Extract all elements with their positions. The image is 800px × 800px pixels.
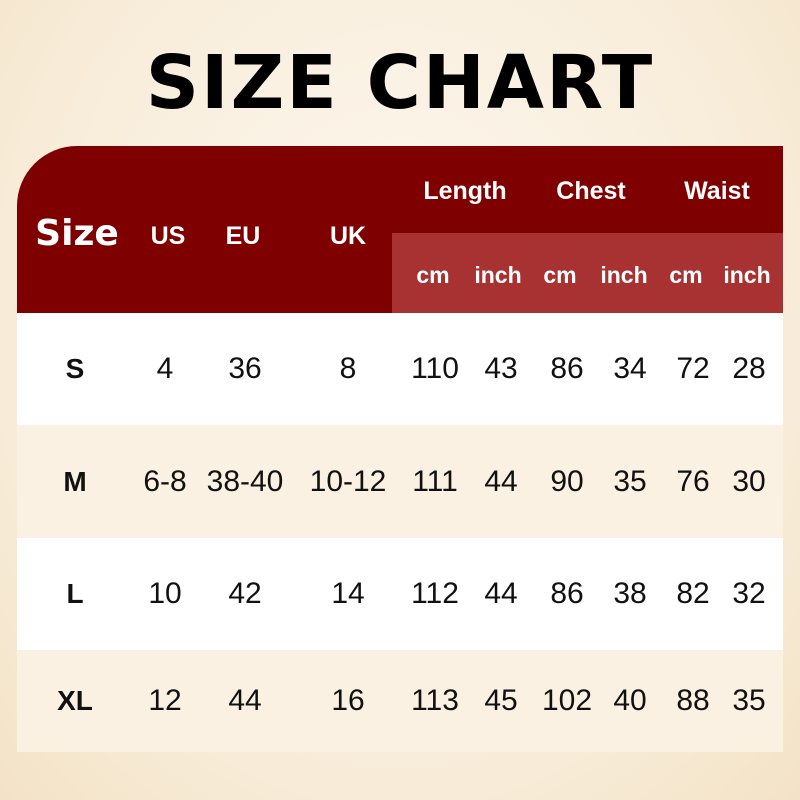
- table-cell: 30: [732, 464, 766, 498]
- unit-label: cm: [416, 262, 450, 288]
- table-cell: 43: [484, 352, 518, 385]
- table-cell: 35: [613, 464, 647, 498]
- size-label: S: [65, 353, 85, 384]
- table-cell: 10: [148, 577, 182, 610]
- page-title: SIZE CHART: [145, 40, 655, 126]
- table-cell: 8: [339, 352, 357, 385]
- table-cell: 113: [411, 684, 459, 717]
- header-size: Size: [35, 213, 119, 254]
- size-label: L: [66, 578, 84, 609]
- table-cell: 35: [732, 684, 766, 717]
- table-cell: 16: [331, 684, 365, 717]
- table-cell: 44: [484, 577, 518, 610]
- table-cell: 45: [484, 684, 518, 717]
- table-row: L 10 42 14 112 44 86 38 82 32: [17, 538, 783, 650]
- table-cell: 14: [331, 577, 365, 610]
- unit-label: cm: [669, 262, 703, 288]
- table-cell: 111: [412, 464, 458, 498]
- table-cell: 102: [541, 684, 593, 717]
- header-chest: Chest: [556, 177, 626, 205]
- table-cell: 44: [228, 684, 262, 717]
- table-cell: 34: [613, 352, 647, 385]
- table-cell: 76: [676, 464, 710, 498]
- unit-label: inch: [600, 262, 648, 288]
- table-cell: 86: [550, 577, 584, 610]
- header-uk: UK: [329, 222, 367, 250]
- table-cell: 36: [228, 352, 262, 385]
- size-label: M: [63, 465, 87, 497]
- table-cell: 32: [732, 577, 766, 610]
- table-cell: 10-12: [309, 464, 387, 498]
- unit-label: inch: [474, 262, 522, 288]
- unit-label: inch: [723, 262, 771, 288]
- table-cell: 38-40: [206, 464, 284, 498]
- table-cell: 28: [732, 352, 766, 385]
- table-cell: 40: [613, 684, 647, 717]
- table-row: S 4 36 8 110 43 86 34 72 28: [17, 313, 783, 425]
- unit-label: cm: [543, 262, 577, 288]
- table-cell: 86: [550, 352, 584, 385]
- table-cell: 72: [676, 352, 710, 385]
- header-us: US: [150, 222, 186, 250]
- header-eu: EU: [225, 222, 261, 250]
- unit-subheader: [392, 233, 783, 313]
- size-label: XL: [57, 685, 93, 716]
- table-cell: 90: [550, 464, 584, 498]
- table-cell: 4: [156, 352, 174, 385]
- table-cell: 12: [148, 684, 182, 717]
- table-row: XL 12 44 16 113 45 102 40 88 35: [17, 650, 783, 752]
- header-length: Length: [423, 177, 507, 205]
- table-cell: 88: [676, 684, 710, 717]
- header-waist: Waist: [684, 177, 750, 205]
- table-cell: 38: [613, 577, 647, 610]
- table-cell: 110: [411, 352, 459, 385]
- table-cell: 44: [484, 464, 518, 498]
- table-cell: 82: [676, 577, 710, 610]
- table-row: M 6-8 38-40 10-12 111 44 90 35 76 30: [17, 425, 783, 538]
- table-cell: 42: [228, 577, 262, 610]
- table-cell: 112: [411, 577, 459, 610]
- table-cell: 6-8: [143, 464, 187, 498]
